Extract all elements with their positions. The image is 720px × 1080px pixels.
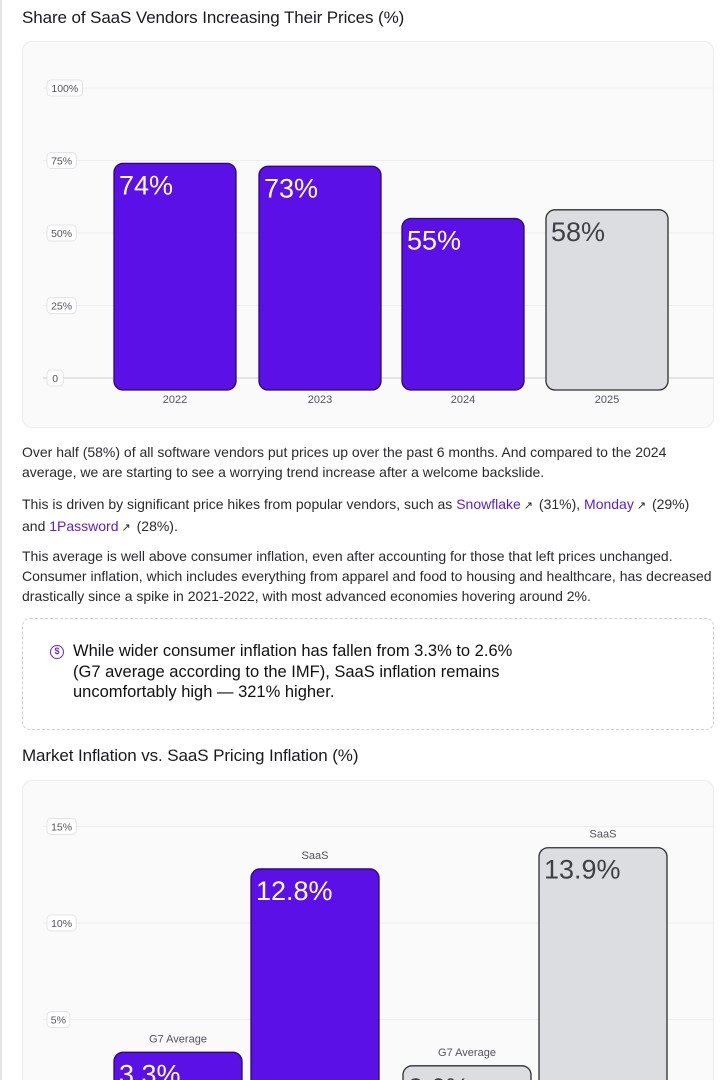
bar <box>258 165 382 391</box>
category-label: 2024 <box>451 394 475 406</box>
category-label: G7 Average <box>438 1047 496 1059</box>
category-label: SaaS <box>590 829 617 841</box>
bar <box>113 162 237 391</box>
chart2-panel: 5% 10% 15% 3.3% G7 Average 12.8% SaaS 2.6% G7 Av… <box>22 780 714 1080</box>
bar-value-label: 3.3% <box>119 1059 181 1080</box>
bar <box>401 217 525 391</box>
external-link-icon: ↗ <box>523 500 534 512</box>
ytick-badge <box>46 79 84 97</box>
bar <box>538 847 668 1080</box>
bar-value-label: 74% <box>119 170 173 200</box>
bar-value-label: 12.8% <box>256 876 333 906</box>
chart2-title: Market Inflation vs. SaaS Pricing Inflat… <box>22 746 359 765</box>
chart1-panel: 0 25% 50% 75% 100% 74% 2022 73% 2023 55% 2024 58% 20… <box>22 41 714 428</box>
ytick-label: 25% <box>51 301 72 313</box>
monday-pct: (29%) <box>648 496 690 512</box>
bar <box>250 868 380 1080</box>
chart1-title: Share of SaaS Vendors Increasing Their P… <box>22 8 405 27</box>
bar-value-label: 58% <box>551 217 605 247</box>
callout-text: While wider consumer inflation has falle… <box>73 642 513 701</box>
link-1password[interactable]: 1Password <box>49 518 119 534</box>
1password-pct: (28%). <box>132 518 178 534</box>
bar <box>545 209 669 391</box>
ytick-label: 5% <box>51 1015 66 1027</box>
ytick-label: 75% <box>51 156 72 168</box>
category-label: G7 Average <box>149 1033 207 1045</box>
ytick-label: 0 <box>52 373 58 385</box>
dollar-circle-icon: $ <box>50 645 64 659</box>
snowflake-pct: (31%), <box>535 496 585 512</box>
ytick-badge <box>46 818 77 835</box>
ytick-label: 15% <box>51 822 72 834</box>
chart1-svg: 0 25% 50% 75% 100% 74% 2022 73% 2023 55% 2024 58% 20… <box>43 79 713 406</box>
callout-box: $ While wider consumer inflation has fal… <box>22 618 714 730</box>
paragraph-vendors: This is driven by significant price hike… <box>22 494 712 538</box>
ytick-badge <box>46 297 77 314</box>
ytick-label: 50% <box>51 228 72 240</box>
ytick-label: 100% <box>51 83 78 95</box>
bar-value-label: 73% <box>264 173 318 203</box>
ytick-badge <box>46 152 77 169</box>
category-label: 2022 <box>163 394 187 406</box>
bar-value-label: 13.9% <box>544 855 621 885</box>
paragraph-inflation: This average is well above consumer infl… <box>22 548 712 604</box>
bar-value-label: 55% <box>407 226 461 256</box>
bar <box>113 1051 243 1080</box>
category-label: SaaS <box>302 850 329 862</box>
paragraph-vendors-and: and <box>22 518 50 534</box>
category-label: 2023 <box>308 394 332 406</box>
ytick-badge <box>46 369 64 387</box>
bar-value-label: 2.6% <box>408 1073 470 1080</box>
ytick-badge <box>46 224 77 242</box>
category-label: 2025 <box>595 394 619 406</box>
external-link-icon: ↗ <box>121 522 131 534</box>
chart2-svg: 5% 10% 15% 3.3% G7 Average 12.8% SaaS 2.6% G7 Av… <box>43 818 713 1080</box>
external-link-icon: ↗ <box>636 500 647 512</box>
link-monday[interactable]: Monday <box>584 496 634 512</box>
ytick-badge <box>46 1011 71 1028</box>
ytick-label: 10% <box>51 918 72 930</box>
ytick-badge <box>46 914 77 932</box>
link-snowflake[interactable]: Snowflake <box>456 496 521 512</box>
left-border <box>0 0 2 1080</box>
bar <box>402 1065 532 1080</box>
paragraph-vendors-lead: This is driven by significant price hike… <box>22 496 457 512</box>
paragraph-summary: Over half (58%) of all software vendors … <box>22 444 667 480</box>
